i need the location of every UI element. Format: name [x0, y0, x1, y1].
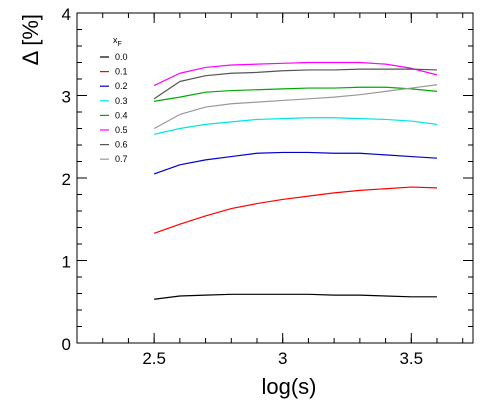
- legend: xF 0.0 0.1 0.2 0.3 0.4 0.5 0.6 0.7: [100, 35, 128, 164]
- y-tick-label: 3: [62, 88, 71, 107]
- legend-label: 0.7: [115, 154, 128, 164]
- series-line-0.3: [154, 117, 438, 135]
- x-axis-label: log(s): [261, 374, 316, 399]
- y-tick-label: 1: [62, 253, 71, 272]
- series-line-0.0: [154, 293, 437, 300]
- axis-ticks: [76, 12, 473, 344]
- legend-label: 0.6: [115, 140, 128, 150]
- legend-label: 0.1: [115, 67, 128, 77]
- series-lines: [153, 61, 438, 300]
- series-line-0.1: [153, 186, 438, 234]
- legend-label: 0.5: [115, 125, 128, 135]
- y-tick-label: 2: [62, 170, 71, 189]
- y-tick-label: 0: [62, 335, 71, 354]
- legend-label: 0.3: [115, 96, 128, 106]
- tick-labels: 2.5 3 3.5 0 1 2 3 4: [62, 5, 424, 368]
- legend-label: 0.4: [115, 110, 128, 120]
- x-tick-label: 3: [278, 349, 287, 368]
- x-tick-label: 3.5: [399, 349, 423, 368]
- series-line-0.6: [153, 68, 438, 100]
- plot-frame: [76, 12, 474, 344]
- legend-label: 0.0: [115, 52, 128, 62]
- series-line-0.7: [153, 84, 438, 130]
- legend-label: 0.2: [115, 81, 128, 91]
- series-line-0.2: [153, 151, 438, 175]
- series-line-0.5: [153, 61, 438, 87]
- x-tick-label: 2.5: [142, 349, 166, 368]
- y-tick-label: 4: [62, 5, 71, 24]
- legend-title: xF: [113, 35, 122, 48]
- series-line-0.4: [154, 86, 438, 102]
- y-axis-label: Δ [%]: [18, 14, 43, 65]
